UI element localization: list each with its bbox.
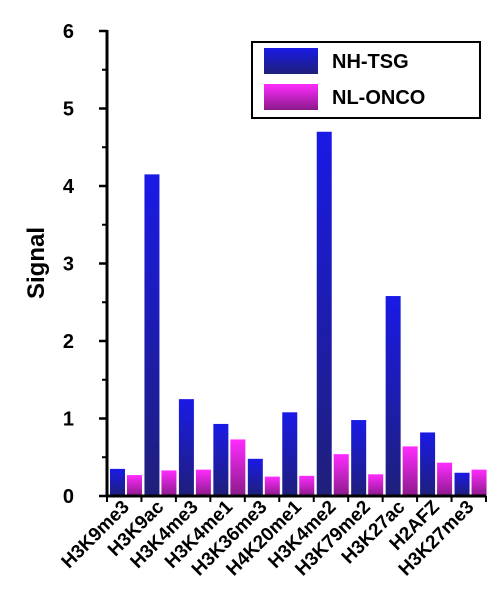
- legend: NH-TSG NL-ONCO: [251, 41, 481, 119]
- axes-group: [99, 29, 487, 502]
- bar-nl-onco-h3k4me2: [333, 454, 349, 496]
- bar-nh-tsg-h3k4me3: [178, 399, 194, 497]
- y-tick-label: 4: [63, 176, 75, 198]
- bar-nl-onco-h3k4me1: [230, 439, 246, 496]
- bar-nl-onco-h3k36me3: [264, 476, 280, 497]
- y-tick-label: 6: [63, 21, 74, 43]
- y-tick-labels: 0 1 2 3 4 5 6: [63, 21, 75, 508]
- y-tick-label: 0: [63, 486, 74, 508]
- legend-label-nl-onco: NL-ONCO: [332, 87, 425, 109]
- bar-nh-tsg-h3k4me1: [213, 423, 229, 496]
- bars-group: [110, 131, 487, 497]
- bar-nl-onco-h3k27me3: [471, 469, 487, 496]
- bar-nh-tsg-h2afz: [420, 432, 436, 496]
- bar-nh-tsg-h3k27ac: [385, 296, 401, 496]
- bar-nh-tsg-h3k79me2: [351, 420, 367, 496]
- bar-nl-onco-h2afz: [437, 462, 453, 496]
- y-tick-label: 5: [63, 99, 74, 121]
- bar-nh-tsg-h3k9ac: [144, 174, 160, 496]
- bar-nl-onco-h4k20me1: [299, 475, 315, 496]
- bar-nh-tsg-h3k9me3: [110, 468, 125, 497]
- bar-nl-onco-h3k27ac: [402, 446, 418, 496]
- bar-nl-onco-h3k4me3: [195, 469, 211, 496]
- y-tick-label: 1: [63, 409, 74, 431]
- y-axis-title: Signal: [23, 227, 50, 299]
- legend-swatch-nh-tsg: [264, 48, 318, 74]
- y-tick-label: 3: [63, 254, 74, 276]
- legend-label-nh-tsg: NH-TSG: [332, 51, 409, 73]
- x-tick-labels: H3K9me3H3K9acH3K4me3H3K4me1H3K36me3H4K20…: [58, 496, 479, 580]
- bar-nh-tsg-h3k36me3: [247, 458, 263, 496]
- bar-nl-onco-h3k9ac: [161, 470, 177, 496]
- legend-swatch-nl-onco: [264, 84, 318, 110]
- bar-nl-onco-h3k79me2: [368, 474, 384, 496]
- bar-nl-onco-h3k9me3: [127, 475, 142, 496]
- bar-nh-tsg-h4k20me1: [282, 412, 298, 496]
- bar-nh-tsg-h3k27me3: [454, 472, 470, 496]
- y-tick-label: 2: [63, 331, 74, 353]
- bar-nh-tsg-h3k4me2: [316, 131, 332, 496]
